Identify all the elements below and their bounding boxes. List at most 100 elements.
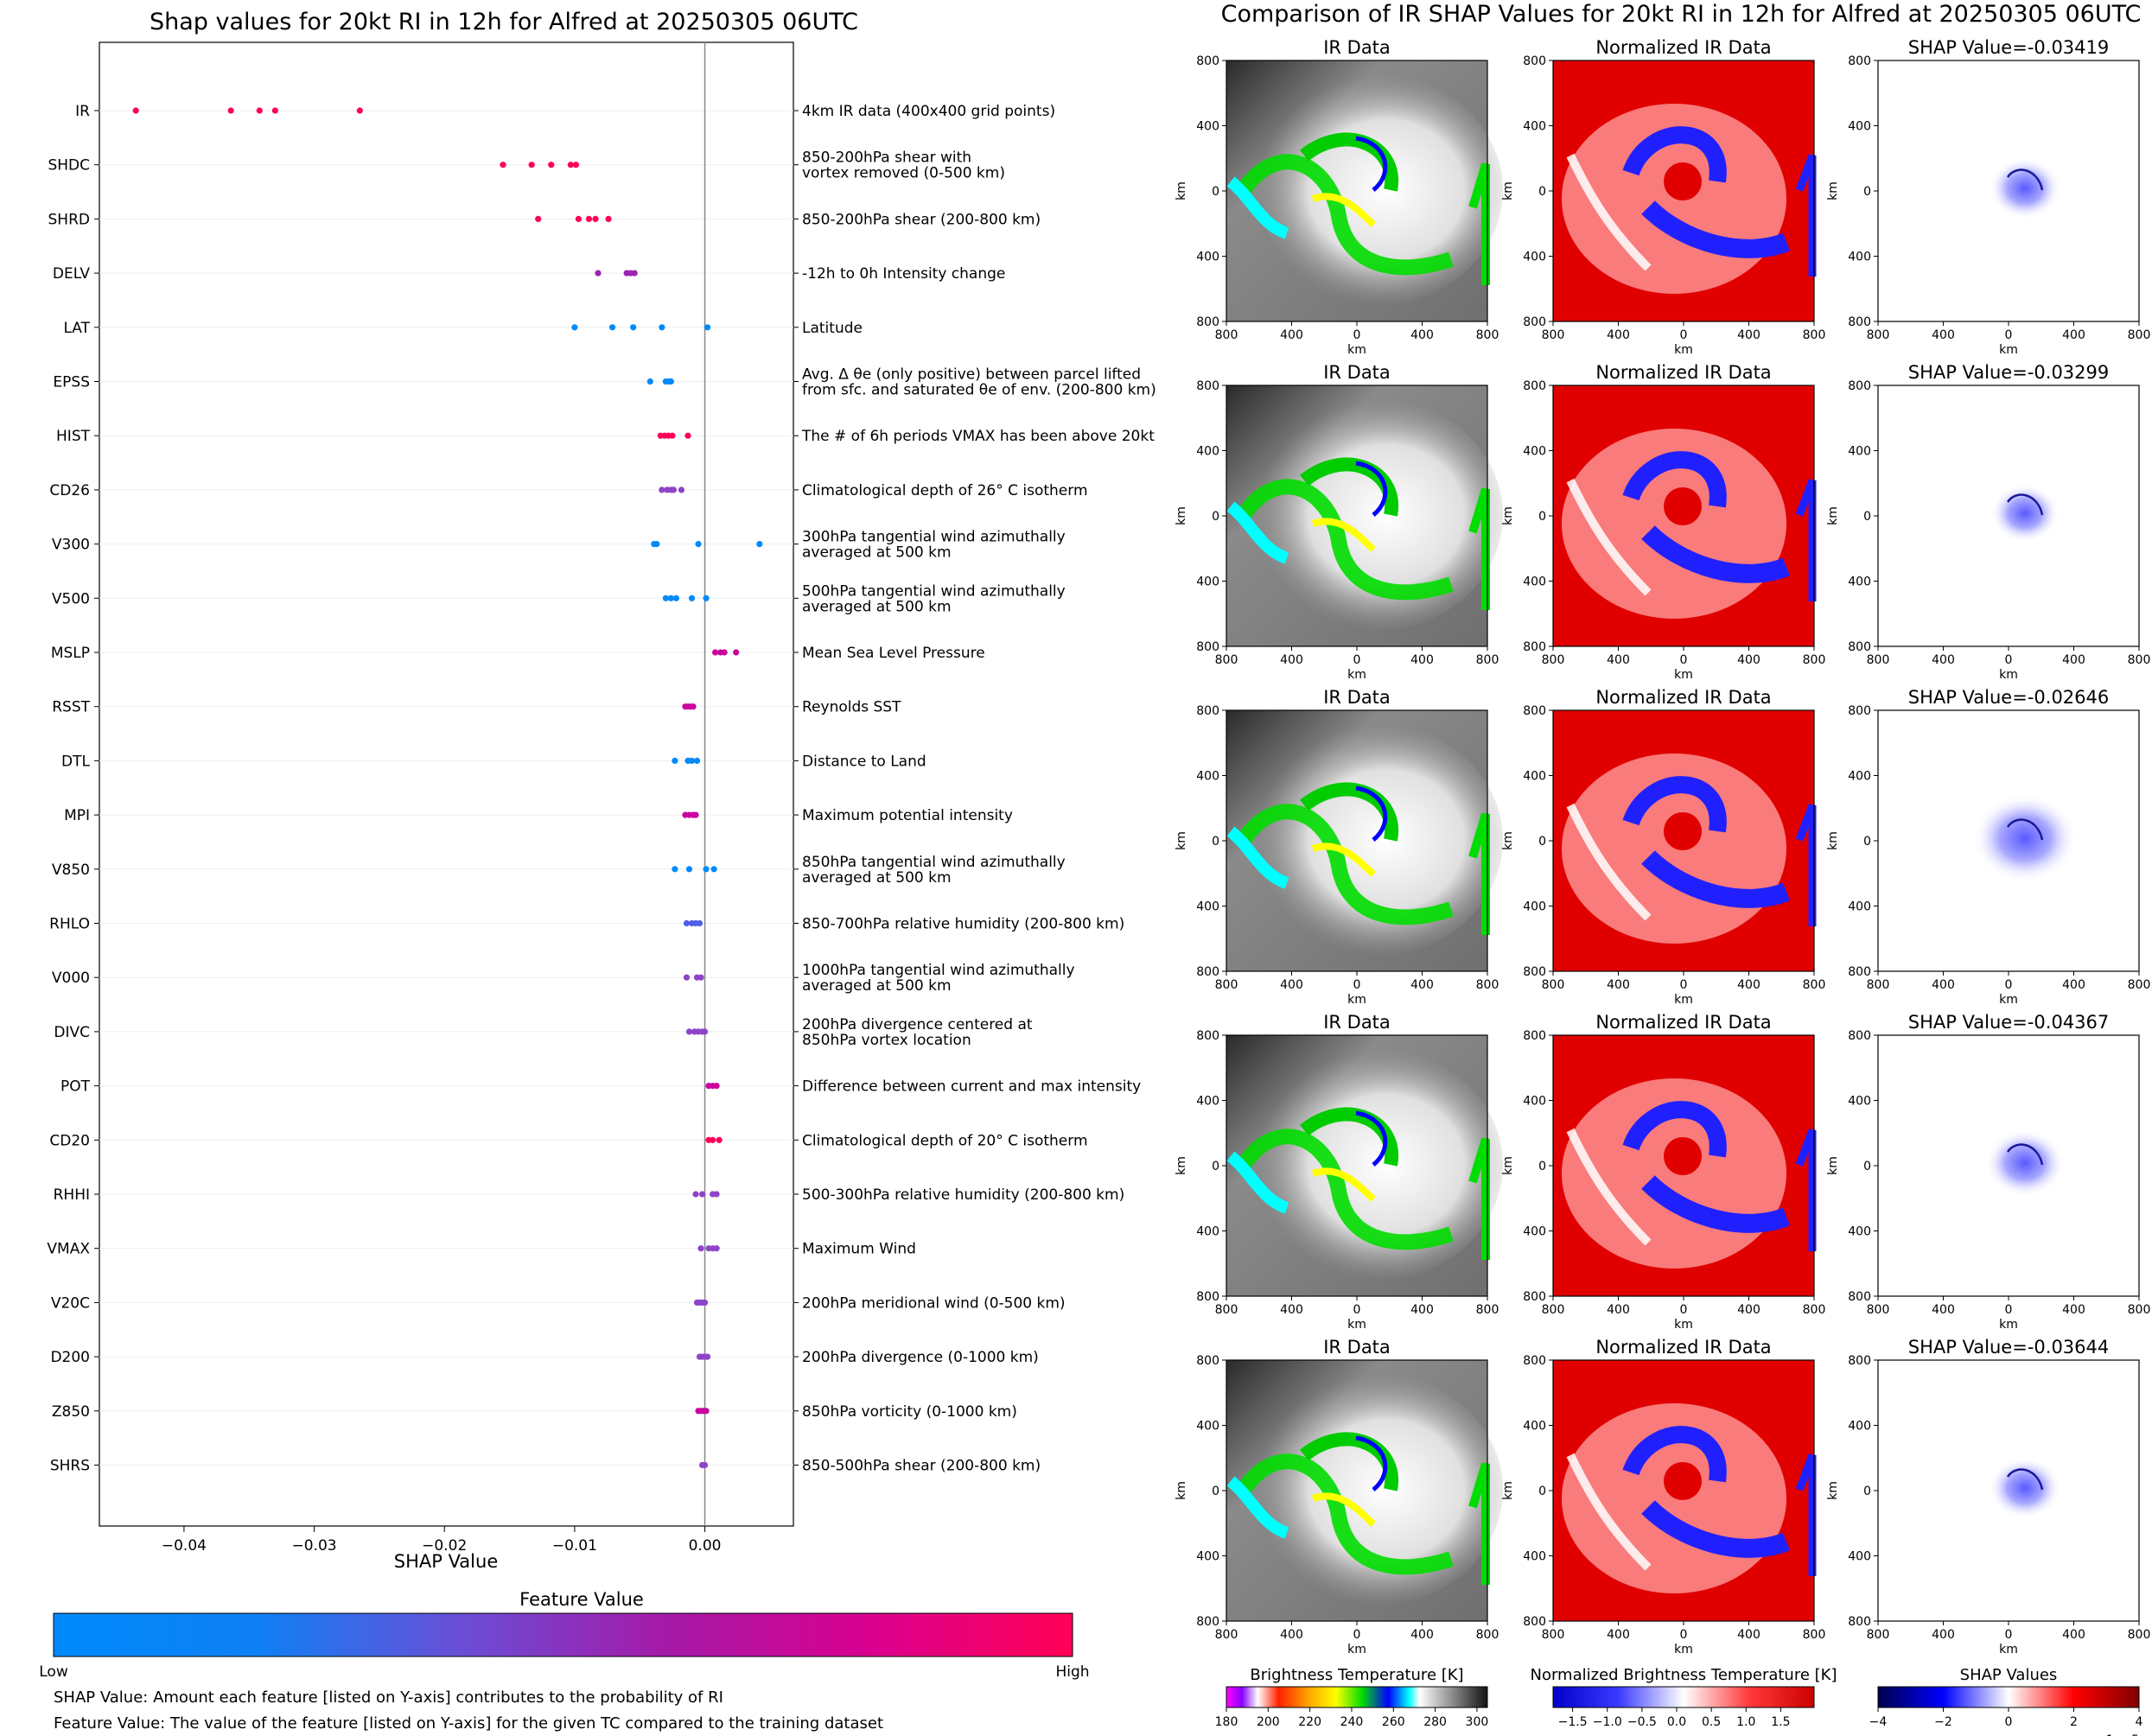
shap-point (710, 866, 717, 873)
colorbar-tick-label: 240 (1340, 1715, 1364, 1729)
x-tick-label: 0 (1680, 653, 1688, 667)
convective-band (1300, 1432, 1399, 1491)
feature-description: 200hPa divergence (0-1000 km) (802, 1349, 1039, 1366)
colorbar-tick-label: 1.0 (1736, 1715, 1755, 1729)
eye-ring (1355, 785, 1388, 842)
x-tick-label: −0.03 (292, 1537, 337, 1555)
convective-band (1300, 782, 1399, 842)
caption-shap: SHAP Value: Amount each feature [listed … (54, 1688, 723, 1707)
x-tick-label: 0 (2005, 1303, 2013, 1317)
shap-point (548, 162, 555, 169)
y-tick-label: 800 (1196, 1354, 1219, 1368)
y-tick-label: 400 (1523, 1550, 1546, 1564)
y-tick-label: 400 (1523, 120, 1546, 134)
shap-point (713, 1083, 720, 1090)
y-axis-label: km (1501, 1481, 1515, 1500)
colorbar-bar (1877, 1686, 2140, 1708)
shap-summary-chart: Shap values for 20kt RI in 12h for Alfre… (39, 9, 1156, 1733)
x-tick-label: 0 (1680, 978, 1688, 992)
colorbar-tick-label: 1.5 (1771, 1715, 1790, 1729)
colorbar-low-label: Low (39, 1663, 68, 1681)
comparison-title: Comparison of IR SHAP Values for 20kt RI… (1221, 1, 2142, 28)
cold-band (1641, 525, 1791, 583)
warm-eye (1664, 1137, 1702, 1175)
shap-point (571, 324, 578, 331)
cloud-edge (1566, 803, 1652, 921)
shap-contour (2006, 1468, 2044, 1491)
x-tick-label: 400 (1932, 978, 1955, 992)
y-axis-label: km (1826, 1156, 1840, 1175)
shap-blob (1989, 157, 2061, 219)
x-tick-label: −0.02 (422, 1537, 467, 1555)
shap-point (704, 324, 711, 331)
y-tick-label: 0 (1538, 185, 1546, 199)
y-tick-label: 800 (1523, 1615, 1546, 1629)
feature-label: V850 (52, 862, 90, 879)
feature-description: The # of 6h periods VMAX has been above … (801, 428, 1155, 445)
x-tick-label: 800 (1476, 1628, 1499, 1642)
y-tick-label: 800 (1848, 1615, 1871, 1629)
colorbar-tick-label: 0.0 (1667, 1715, 1686, 1729)
shap-blob (1985, 1129, 2065, 1198)
feature-label: D200 (50, 1349, 90, 1366)
x-tick-label: 400 (2062, 1628, 2085, 1642)
warm-eye (1664, 1462, 1702, 1500)
panel-title: Normalized IR Data (1595, 687, 1771, 708)
shap-point (733, 649, 740, 656)
x-tick-label: 800 (1215, 1628, 1238, 1642)
x-tick-label: 400 (1932, 653, 1955, 667)
shap-contour (2006, 1143, 2044, 1166)
y-tick-label: 800 (1196, 1615, 1219, 1629)
x-tick-label: 800 (1803, 1303, 1826, 1317)
x-tick-label: 800 (2128, 328, 2151, 342)
y-axis-label: km (1175, 1156, 1188, 1175)
shap-blob (1973, 794, 2077, 882)
cold-band (1641, 1175, 1791, 1233)
x-axis-label: km (1347, 1318, 1366, 1332)
convective-band (1237, 154, 1454, 276)
x-tick-label: 0 (1353, 978, 1361, 992)
shap-point (535, 215, 542, 222)
x-axis-label: km (1999, 668, 2018, 682)
panel-title: Normalized IR Data (1595, 1337, 1771, 1358)
shap-point (678, 486, 685, 493)
y-tick-label: 400 (1196, 770, 1219, 784)
x-tick-label: 400 (1410, 1628, 1434, 1642)
y-tick-label: 800 (1196, 1029, 1219, 1043)
convective-band (1300, 132, 1399, 192)
x-tick-label: −0.04 (162, 1537, 207, 1555)
feature-description: 850hPa tangential wind azimuthally (802, 854, 1066, 871)
colorbar-tick-label: −1.5 (1558, 1715, 1588, 1729)
cold-cloud-edge (1226, 1476, 1289, 1539)
shap-point (683, 974, 691, 981)
shap-point (697, 1245, 704, 1252)
edge-band (1795, 804, 1817, 926)
y-tick-label: 400 (1523, 1095, 1546, 1109)
x-tick-label: 400 (1280, 1303, 1303, 1317)
shap-point (672, 757, 678, 765)
shap-point (500, 162, 506, 169)
y-tick-label: 800 (1196, 965, 1219, 979)
y-axis-label: km (1501, 1156, 1515, 1175)
y-tick-label: 800 (1848, 54, 1871, 68)
feature-description: -12h to 0h Intensity change (802, 265, 1005, 283)
feature-label: MPI (64, 807, 90, 824)
y-axis-label: km (1826, 831, 1840, 850)
x-tick-label: 800 (1867, 653, 1890, 667)
image-panels: IR Data Normalized IR Data SHAP Value=-0.0… (1175, 37, 2150, 1657)
panel-title: IR Data (1323, 687, 1391, 708)
x-axis-label: SHAP Value (394, 1551, 499, 1572)
feature-description: Reynolds SST (802, 699, 901, 716)
feature-label: V300 (52, 537, 90, 554)
shap-point (695, 541, 702, 548)
y-tick-label: 0 (1212, 510, 1219, 524)
feature-description: 1000hPa tangential wind azimuthally (802, 962, 1075, 979)
cold-band (1622, 1426, 1727, 1483)
shap-point (688, 757, 696, 765)
x-tick-label: 800 (1215, 328, 1238, 342)
shap-point (712, 649, 719, 656)
colorbar-tick-label: 200 (1257, 1715, 1280, 1729)
y-tick-label: 400 (1523, 900, 1546, 914)
x-tick-label: 800 (1867, 1303, 1890, 1317)
deep-convection (1311, 518, 1376, 552)
